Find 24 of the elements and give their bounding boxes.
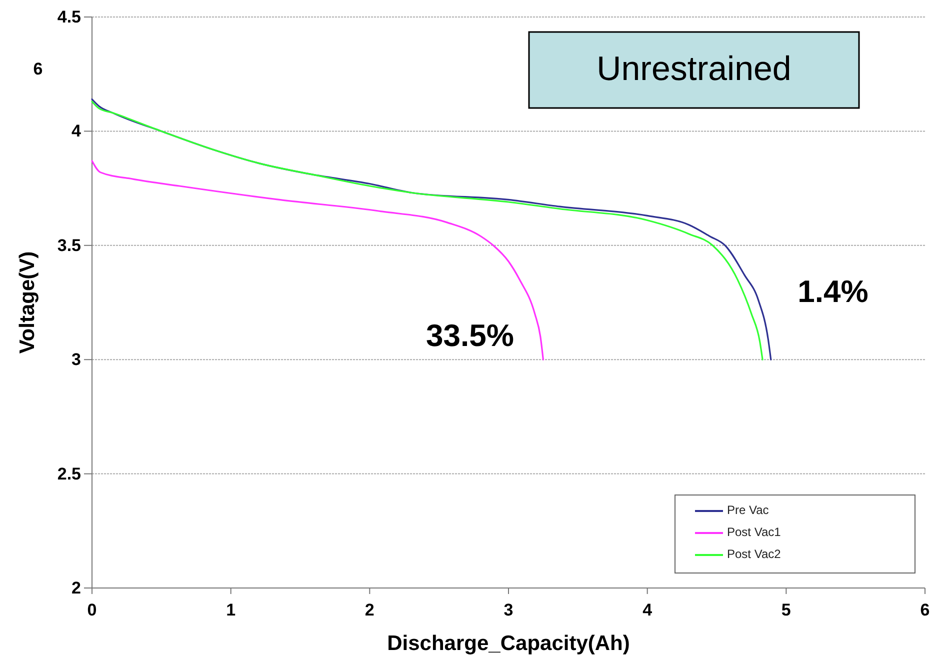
y-tick-label: 4.5 bbox=[57, 7, 81, 26]
x-tick-label: 5 bbox=[781, 600, 791, 620]
y-tick-label: 4 bbox=[72, 122, 82, 141]
y-tick-label: 2 bbox=[72, 578, 81, 598]
legend-label: Pre Vac bbox=[727, 503, 769, 518]
y-tick-label: 3.5 bbox=[57, 236, 81, 255]
x-tick-label: 6 bbox=[920, 600, 930, 620]
y-tick-label: 3 bbox=[72, 350, 81, 370]
x-tick-label: 3 bbox=[504, 600, 514, 620]
legend-label: Post Vac2 bbox=[727, 547, 782, 562]
annotation: Unrestrained bbox=[596, 50, 792, 88]
x-tick-label: 4 bbox=[642, 600, 653, 620]
y-tick-label: 2.5 bbox=[57, 464, 81, 484]
line-series bbox=[91, 160, 544, 360]
x-tick-label: 0 bbox=[87, 600, 97, 620]
annotation: 1.4% bbox=[798, 274, 868, 310]
x-axis-title: Discharge_Capacity(Ah) bbox=[387, 632, 630, 655]
annotation: 33.5% bbox=[426, 318, 514, 354]
y-axis-title: Voltage(V) bbox=[16, 251, 39, 354]
x-tick-label: 1 bbox=[226, 600, 236, 620]
text: 6 bbox=[33, 59, 43, 78]
x-tick-label: 2 bbox=[364, 600, 374, 620]
text-box: Unrestrained bbox=[528, 31, 860, 109]
legend-label: Post Vac1 bbox=[727, 525, 782, 540]
